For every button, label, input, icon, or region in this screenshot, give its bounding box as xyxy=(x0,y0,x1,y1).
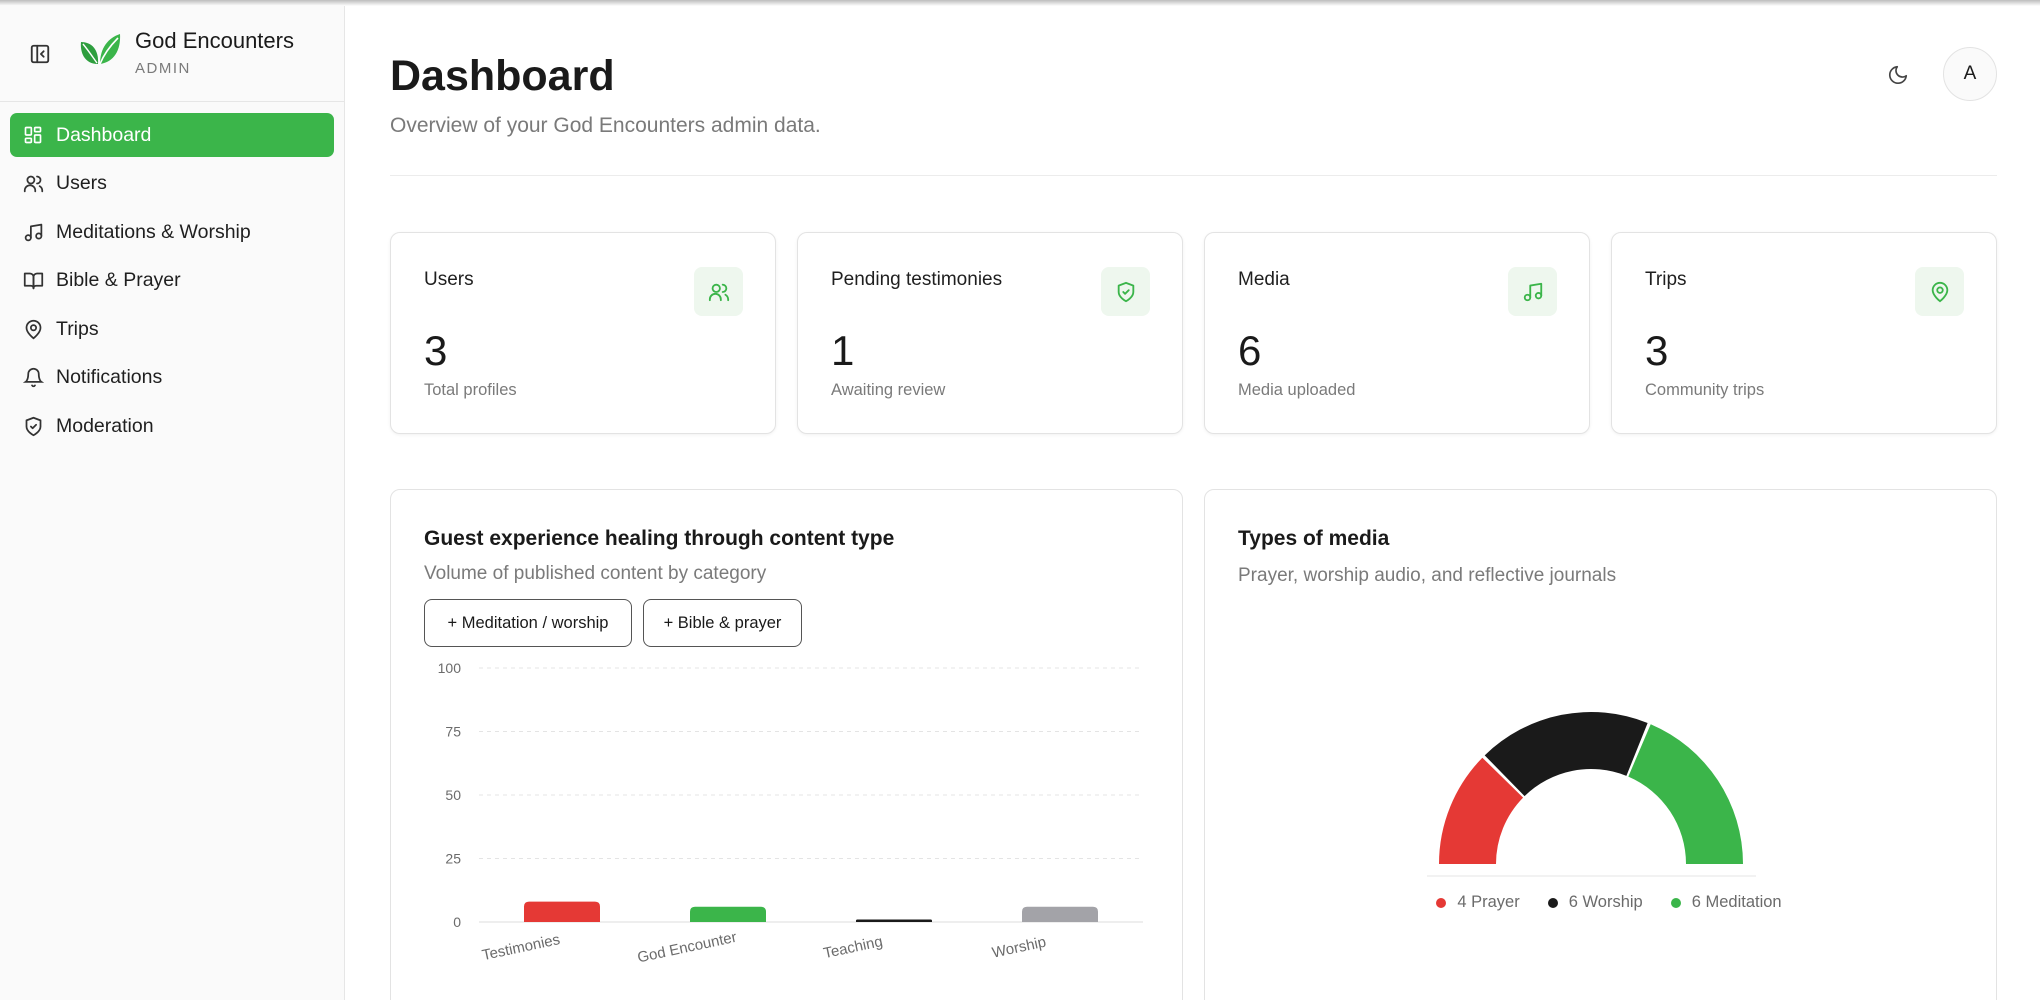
avatar[interactable]: A xyxy=(1943,47,1997,101)
x-tick-label: God Encounter xyxy=(636,929,738,967)
legend-item-worship: 6 Worship xyxy=(1547,893,1643,912)
stat-label: Media xyxy=(1238,269,1290,290)
x-tick-label: Testimonies xyxy=(481,931,562,964)
map-pin-icon xyxy=(22,318,44,340)
music-note-icon xyxy=(1508,267,1557,316)
sidebar-item-label: Notifications xyxy=(56,366,163,388)
stat-card-pending-testimonies: Pending testimonies 1 Awaiting review xyxy=(797,232,1183,434)
sidebar-item-label: Dashboard xyxy=(56,123,152,146)
stat-card-trips: Trips 3 Community trips xyxy=(1611,232,1997,434)
map-pin-icon xyxy=(1915,267,1964,316)
panel-subtitle: Prayer, worship audio, and reflective jo… xyxy=(1238,565,1617,586)
x-tick-label: Teaching xyxy=(822,933,884,962)
sidebar-item-label: Trips xyxy=(56,317,99,340)
sidebar-item-notifications[interactable]: Notifications xyxy=(10,356,334,400)
slice-meditation[interactable] xyxy=(1628,724,1743,864)
content-bar-chart: 0 25 50 75 100 Testimonies God Encounter Teachi… xyxy=(438,660,1143,967)
legend-label: 6 Worship xyxy=(1568,893,1643,911)
sidebar-item-moderation[interactable]: Moderation xyxy=(10,404,334,448)
legend-swatch xyxy=(1436,897,1447,908)
page-title: Dashboard xyxy=(390,52,615,100)
stat-card-users: Users 3 Total profiles xyxy=(390,232,776,434)
legend-item-meditation: 6 Meditation xyxy=(1670,893,1782,912)
stat-value: 3 xyxy=(424,327,448,374)
panel-subtitle: Volume of published content by category xyxy=(424,563,767,584)
stat-note: Total profiles xyxy=(424,381,517,399)
dashboard-icon xyxy=(22,124,44,146)
theme-toggle-button[interactable] xyxy=(1883,60,1913,90)
panel-left-icon xyxy=(30,44,50,64)
stat-note: Media uploaded xyxy=(1238,381,1356,399)
chart-legend: 4 Prayer 6 Worship 6 Meditation xyxy=(1205,893,2013,912)
slice-prayer[interactable] xyxy=(1439,757,1524,864)
panel-title: Guest experience healing through content… xyxy=(424,527,895,550)
bar-teaching[interactable] xyxy=(856,919,932,922)
y-tick-label: 25 xyxy=(445,851,461,867)
legend-swatch xyxy=(1670,897,1681,908)
moon-icon xyxy=(1888,65,1908,85)
sidebar-item-label: Meditations & Worship xyxy=(56,220,251,243)
legend-item-prayer: 4 Prayer xyxy=(1436,893,1520,912)
media-half-donut-chart xyxy=(1427,712,1756,877)
legend-label: 6 Meditation xyxy=(1691,893,1782,911)
bar-god-encounter[interactable] xyxy=(690,906,766,922)
sidebar-item-bible-prayer[interactable]: Bible & Prayer xyxy=(10,259,334,303)
brand-title: God Encounters xyxy=(135,28,294,53)
main-content: Dashboard Overview of your God Encounter… xyxy=(390,0,1997,1000)
stat-note: Community trips xyxy=(1645,381,1765,399)
stat-card-media: Media 6 Media uploaded xyxy=(1204,232,1590,434)
y-tick-label: 100 xyxy=(438,660,462,676)
stat-label: Pending testimonies xyxy=(831,269,1003,290)
legend-swatch xyxy=(1547,897,1558,908)
stat-value: 1 xyxy=(831,327,855,374)
book-icon xyxy=(22,270,44,292)
brand-subtitle: ADMIN xyxy=(135,60,191,77)
sidebar: God Encounters ADMIN Dashboard Users Med… xyxy=(0,0,345,1000)
sidebar-item-dashboard[interactable]: Dashboard xyxy=(10,113,334,157)
sidebar-item-trips[interactable]: Trips xyxy=(10,307,334,351)
stat-value: 3 xyxy=(1645,327,1669,374)
stat-label: Users xyxy=(424,269,474,290)
add-bible-prayer-button[interactable]: + Bible & prayer xyxy=(643,599,802,647)
add-meditation-worship-button[interactable]: + Meditation / worship xyxy=(424,599,632,647)
sidebar-nav: Dashboard Users Meditations & Worship Bi… xyxy=(10,113,334,453)
legend-label: 4 Prayer xyxy=(1457,893,1520,911)
sidebar-item-label: Users xyxy=(56,172,107,194)
sidebar-item-label: Bible & Prayer xyxy=(56,269,181,291)
shield-check-icon xyxy=(1101,267,1150,316)
y-tick-label: 50 xyxy=(445,787,461,803)
panel-title: Types of media xyxy=(1238,527,1390,550)
sidebar-collapse-button[interactable] xyxy=(26,40,54,68)
sidebar-item-meditations-worship[interactable]: Meditations & Worship xyxy=(10,210,334,254)
stat-value: 6 xyxy=(1238,327,1262,374)
sidebar-item-users[interactable]: Users xyxy=(10,162,334,206)
y-tick-label: 0 xyxy=(453,914,461,930)
slice-worship[interactable] xyxy=(1484,712,1648,797)
sidebar-header: God Encounters ADMIN xyxy=(0,0,344,102)
media-types-panel: Types of media Prayer, worship audio, an… xyxy=(1204,489,1997,1000)
users-icon xyxy=(22,173,44,195)
bell-icon xyxy=(22,367,44,389)
stat-note: Awaiting review xyxy=(831,381,946,399)
content-type-panel: Guest experience healing through content… xyxy=(390,489,1183,1000)
stat-label: Trips xyxy=(1645,269,1687,290)
music-note-icon xyxy=(22,221,44,243)
bar-worship[interactable] xyxy=(1022,906,1098,922)
shield-check-icon xyxy=(22,415,44,437)
header-divider xyxy=(390,175,1997,176)
page-subtitle: Overview of your God Encounters admin da… xyxy=(390,114,821,137)
bar-testimonies[interactable] xyxy=(524,901,600,922)
x-tick-label: Worship xyxy=(991,934,1048,962)
y-tick-label: 75 xyxy=(445,724,461,740)
users-icon xyxy=(694,267,743,316)
leaf-icon xyxy=(78,30,122,70)
window-top-shade xyxy=(0,0,2040,6)
sidebar-item-label: Moderation xyxy=(56,414,154,437)
